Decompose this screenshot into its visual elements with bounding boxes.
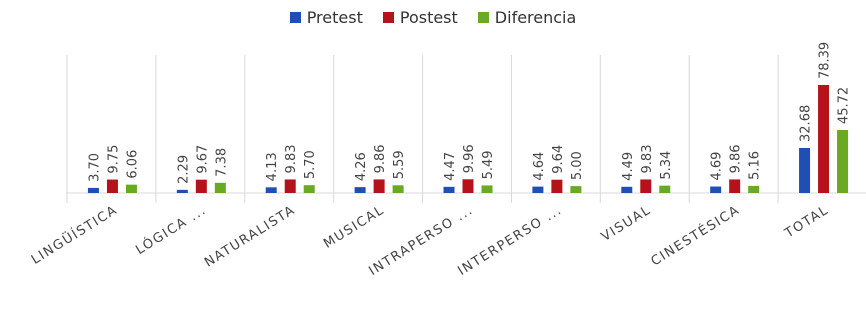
bar-postest-1 xyxy=(195,179,207,193)
legend-swatch-postest xyxy=(382,12,394,23)
category-label: MUSICAL xyxy=(321,203,387,252)
legend-label-pretest: Pretest xyxy=(306,8,363,27)
data-label: 9.67 xyxy=(195,145,210,174)
data-label: 6.06 xyxy=(125,150,140,179)
bar-diferencia-0 xyxy=(125,184,137,193)
bar-pretest-2 xyxy=(265,187,277,193)
category-label: LÓGICA ... xyxy=(133,202,210,258)
bar-diferencia-3 xyxy=(392,185,404,193)
bar-diferencia-7 xyxy=(748,185,760,193)
bar-diferencia-6 xyxy=(659,185,671,193)
bar-postest-0 xyxy=(106,179,118,193)
bar-postest-4 xyxy=(462,179,474,193)
data-label: 9.86 xyxy=(729,144,744,173)
data-label: 5.34 xyxy=(659,151,674,180)
bar-pretest-1 xyxy=(176,189,188,193)
category-label: VISUAL xyxy=(599,203,654,245)
data-label: 4.47 xyxy=(443,152,458,181)
data-label: 4.49 xyxy=(621,152,636,181)
legend-item-diferencia: Diferencia xyxy=(477,8,577,27)
bar-pretest-0 xyxy=(87,187,99,193)
bar-pretest-8 xyxy=(799,147,811,193)
data-label: 5.16 xyxy=(748,151,763,180)
data-label: 7.38 xyxy=(214,148,229,177)
data-label: 9.86 xyxy=(373,144,388,173)
legend-swatch-diferencia xyxy=(477,12,489,23)
bar-postest-2 xyxy=(284,179,296,193)
data-label: 4.64 xyxy=(532,152,547,181)
data-label: 32.68 xyxy=(799,105,814,142)
data-label: 9.75 xyxy=(106,145,121,174)
legend-item-pretest: Pretest xyxy=(289,8,363,27)
bar-pretest-6 xyxy=(621,186,633,193)
data-label: 5.49 xyxy=(481,150,496,179)
data-label: 5.59 xyxy=(392,150,407,179)
data-label: 4.13 xyxy=(265,152,280,181)
legend-label-postest: Postest xyxy=(399,8,458,27)
bar-pretest-4 xyxy=(443,186,455,193)
bar-diferencia-8 xyxy=(837,130,849,193)
data-label: 4.26 xyxy=(354,152,369,181)
bar-postest-8 xyxy=(818,85,830,193)
legend: Pretest Postest Diferencia xyxy=(0,8,866,27)
data-label: 5.00 xyxy=(570,151,585,180)
data-label: 9.64 xyxy=(551,145,566,174)
bar-postest-3 xyxy=(373,179,385,193)
data-label: 45.72 xyxy=(837,87,852,124)
legend-item-postest: Postest xyxy=(382,8,458,27)
category-label: NATURALISTA xyxy=(202,203,298,271)
bar-diferencia-1 xyxy=(214,182,226,193)
data-label: 78.39 xyxy=(818,42,833,79)
category-label: CINESTÉSICA xyxy=(648,202,743,270)
data-label: 9.83 xyxy=(640,145,655,174)
bar-diferencia-4 xyxy=(481,185,493,193)
legend-swatch-pretest xyxy=(289,12,301,23)
bar-postest-6 xyxy=(640,179,652,193)
category-label: TOTAL xyxy=(782,203,832,242)
bar-postest-5 xyxy=(551,179,563,193)
data-label: 9.96 xyxy=(462,144,477,173)
bar-pretest-7 xyxy=(710,186,722,193)
data-label: 4.69 xyxy=(710,152,725,181)
data-label: 2.29 xyxy=(176,155,191,184)
data-label: 3.70 xyxy=(87,153,102,182)
bar-pretest-5 xyxy=(532,186,544,193)
bar-diferencia-2 xyxy=(303,185,315,193)
category-label: LINGÜÍSTICA xyxy=(28,201,121,268)
legend-label-diferencia: Diferencia xyxy=(494,8,577,27)
data-label: 9.83 xyxy=(284,145,299,174)
data-label: 5.70 xyxy=(303,150,318,179)
bar-pretest-3 xyxy=(354,187,366,193)
bar-diferencia-5 xyxy=(570,186,582,193)
bar-postest-7 xyxy=(729,179,741,193)
